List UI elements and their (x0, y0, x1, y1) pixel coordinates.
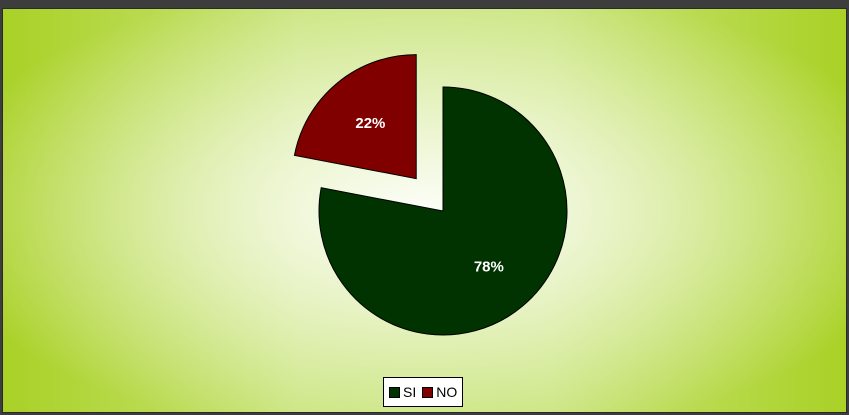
legend-label-si: SI (403, 384, 416, 400)
legend: SI NO (383, 377, 463, 407)
pie-chart: 78% 22% (3, 9, 846, 412)
legend-item-no: NO (422, 384, 457, 400)
legend-label-no: NO (436, 384, 457, 400)
legend-swatch-si (389, 387, 400, 398)
legend-item-si: SI (389, 384, 416, 400)
data-label-no: 22% (355, 115, 385, 132)
data-label-si: 78% (474, 258, 504, 275)
legend-swatch-no (422, 387, 433, 398)
plot-area: 78% 22% SI NO (2, 8, 847, 413)
